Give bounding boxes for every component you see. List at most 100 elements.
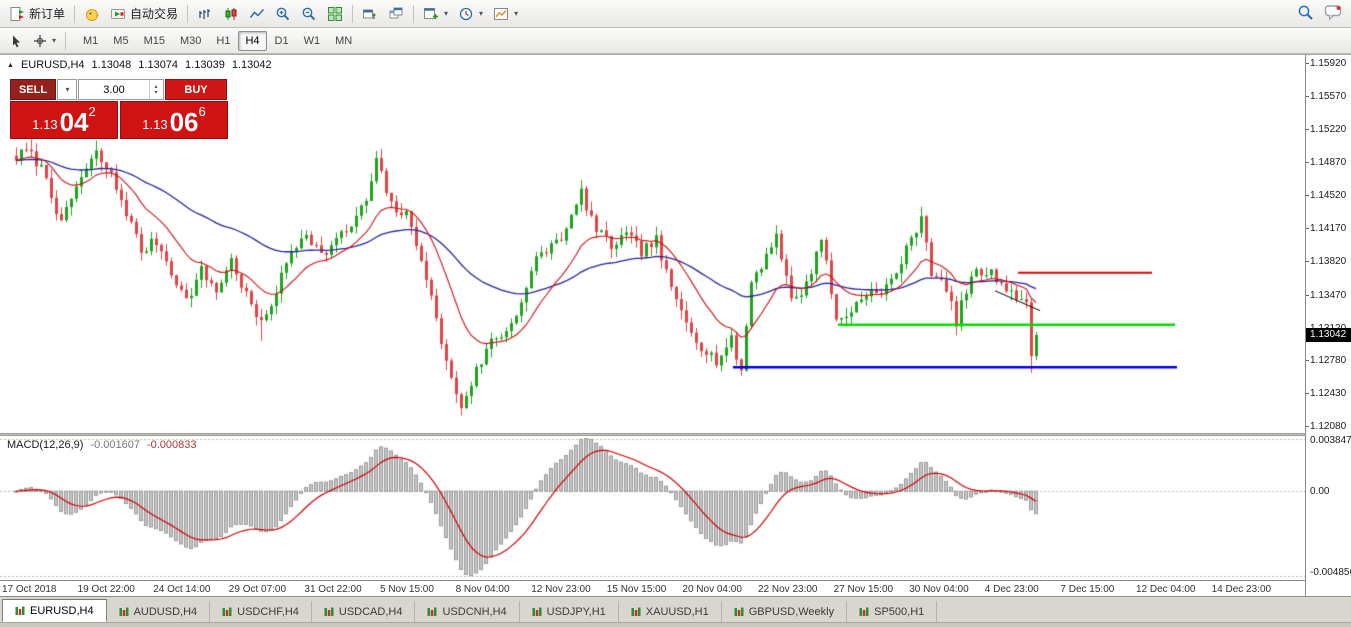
order-type-dropdown[interactable]: ▾ — [57, 79, 77, 100]
template-chart-icon — [493, 6, 509, 22]
price-axis[interactable]: 1.15920 1.15570 1.15220 1.14870 1.14520 1.141… — [1305, 55, 1351, 597]
ask-price-box[interactable]: 1.13 06 6 — [120, 101, 228, 139]
symbol-tab[interactable]: SP500,H1 — [847, 601, 938, 622]
crosshair-button[interactable]: ▾ — [28, 30, 61, 52]
time-axis-label: 8 Nov 04:00 — [455, 584, 510, 595]
arrange-windows-icon — [362, 6, 378, 22]
chat-icon[interactable] — [1324, 4, 1343, 21]
timeframe-button[interactable]: M30 — [173, 31, 208, 51]
price-axis-tick: 1.15570 — [1305, 91, 1347, 103]
macd-axis-tick: 0.003847 — [1310, 434, 1351, 446]
timeframe-button[interactable]: W1 — [297, 31, 328, 51]
bid-price-sup: 2 — [88, 104, 96, 119]
stepper-down-icon[interactable]: ▾ — [154, 89, 158, 96]
symbol-tab[interactable]: USDCHF,H4 — [210, 601, 312, 622]
volume-input[interactable] — [79, 80, 149, 99]
price-axis-tick: 1.14520 — [1305, 190, 1347, 202]
tile-windows-button[interactable] — [322, 3, 348, 25]
bid-price-main: 04 — [59, 107, 89, 137]
new-chart-button[interactable]: ▾ — [418, 3, 453, 25]
time-axis-label: 4 Dec 23:00 — [984, 584, 1039, 595]
symbol-tab[interactable]: AUDUSD,H4 — [107, 601, 211, 622]
symbol-tab[interactable]: XAUUSD,H1 — [619, 601, 722, 622]
chart-line-button[interactable] — [244, 3, 270, 25]
symbol-tab[interactable]: USDJPY,H1 — [520, 601, 619, 622]
symbol-tab[interactable]: USDCAD,H4 — [312, 601, 416, 622]
timeframe-button[interactable]: D1 — [268, 31, 296, 51]
timeframe-buttons: M1 M5 M15 M30 H1 H4 D1 W1 MN — [76, 30, 359, 51]
time-axis-label: 12 Dec 04:00 — [1136, 584, 1196, 595]
sell-button[interactable]: SELL — [10, 79, 56, 100]
chart-window: ▲ EURUSD,H4 1.13048 1.13074 1.13039 1.13… — [0, 54, 1351, 597]
time-axis-label: 7 Dec 15:00 — [1060, 584, 1115, 595]
chart-candles-button[interactable] — [218, 3, 244, 25]
horizontal-scrollbar[interactable] — [0, 622, 1351, 627]
mini-chart-icon — [427, 607, 437, 617]
new-order-icon — [9, 6, 25, 22]
cursor-button[interactable] — [4, 30, 28, 52]
symbol-tab-label: USDCHF,H4 — [237, 605, 299, 618]
time-axis-label: 19 Oct 22:00 — [77, 584, 135, 595]
timeframe-button[interactable]: M15 — [137, 31, 172, 51]
symbol-tab[interactable]: EURUSD,H4 — [2, 599, 107, 622]
macd-hist-value: -0.001607 — [90, 439, 140, 451]
buy-button[interactable]: BUY — [165, 79, 227, 100]
timeframe-button[interactable]: H4 — [238, 30, 267, 51]
timeframe-button[interactable]: MN — [328, 31, 359, 51]
search-icon[interactable] — [1297, 4, 1314, 21]
chevron-down-icon: ▾ — [514, 9, 519, 18]
zoom-out-icon — [301, 6, 317, 22]
zoom-out-button[interactable] — [296, 3, 322, 25]
volume-stepper[interactable]: ▴ ▾ — [149, 80, 162, 99]
pane-divider[interactable] — [0, 433, 1305, 436]
mini-chart-icon — [532, 607, 542, 617]
bid-price-box[interactable]: 1.13 04 2 — [10, 101, 118, 139]
symbol-tab[interactable]: GBPUSD,Weekly — [722, 601, 848, 622]
chart-header: ▲ EURUSD,H4 1.13048 1.13074 1.13039 1.13… — [7, 59, 272, 71]
new-order-button[interactable]: 新订单 — [4, 3, 70, 25]
time-axis-label: 22 Nov 23:00 — [758, 584, 818, 595]
time-axis-label: 17 Oct 2018 — [2, 584, 57, 595]
time-axis-label: 30 Nov 04:00 — [909, 584, 969, 595]
time-axis[interactable]: 17 Oct 2018 19 Oct 22:00 24 Oct 14:00 29 Oc… — [0, 580, 1305, 597]
price-axis-tick: 1.15920 — [1305, 58, 1347, 70]
symbol-tab[interactable]: USDCNH,H4 — [415, 601, 520, 622]
autotrading-button[interactable]: 自动交易 — [105, 3, 183, 25]
stepper-up-icon[interactable]: ▴ — [154, 83, 158, 90]
tile-windows-icon — [327, 6, 343, 22]
timeframe-button[interactable]: M5 — [106, 31, 135, 51]
metaeditor-button[interactable] — [79, 3, 105, 25]
timeframe-toolbar: ▾ M1 M5 M15 M30 H1 H4 D1 W1 MN — [0, 28, 1351, 54]
time-axis-label: 29 Oct 07:00 — [228, 584, 287, 595]
timeframe-button[interactable]: M1 — [76, 31, 105, 51]
periods-button[interactable]: ▾ — [453, 3, 488, 25]
symbol-tab-label: GBPUSD,Weekly — [748, 605, 835, 618]
cascade-windows-button[interactable] — [383, 3, 409, 25]
time-axis-label: 27 Nov 15:00 — [833, 584, 894, 595]
mini-chart-icon — [222, 607, 232, 617]
clock-icon — [458, 6, 474, 22]
chart-bars-button[interactable] — [192, 3, 218, 25]
price-axis-tick: 1.13820 — [1305, 256, 1347, 268]
chart-symbol-label: EURUSD,H4 — [20, 59, 85, 71]
macd-indicator-canvas[interactable] — [0, 436, 1305, 580]
templates-button[interactable]: ▾ — [488, 3, 523, 25]
bid-price-head: 1.13 — [32, 117, 58, 132]
zoom-in-button[interactable] — [270, 3, 296, 25]
symbol-tab-label: USDCNH,H4 — [442, 605, 507, 618]
autotrading-label: 自动交易 — [130, 7, 179, 21]
volume-field: ▴ ▾ — [78, 79, 164, 100]
macd-name: MACD(12,26,9) — [7, 439, 84, 451]
toolbar-separator — [65, 31, 67, 50]
ask-price-main: 06 — [169, 107, 199, 137]
time-axis-label: 24 Oct 14:00 — [153, 584, 211, 595]
ask-price-head: 1.13 — [142, 117, 168, 132]
ask-price-sup: 6 — [198, 104, 206, 119]
arrange-windows-button[interactable] — [357, 3, 383, 25]
toolbar-separator — [352, 4, 354, 23]
symbol-tab-label: XAUUSD,H1 — [645, 605, 709, 618]
timeframe-button[interactable]: H1 — [209, 31, 237, 51]
mini-chart-icon — [15, 606, 25, 616]
cascade-windows-icon — [388, 6, 404, 22]
toolbar-right-icons — [1297, 4, 1343, 21]
